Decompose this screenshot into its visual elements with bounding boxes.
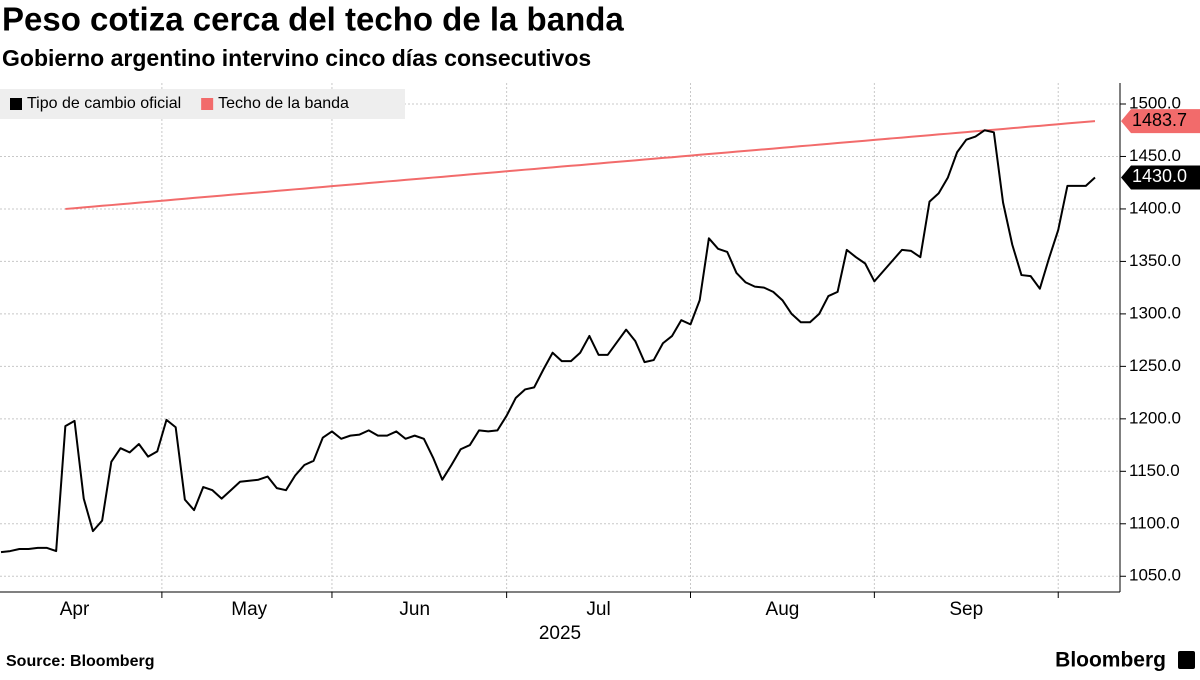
legend-label: Techo de la banda <box>218 95 349 112</box>
y-tick-label: 1450.0 <box>1129 146 1181 165</box>
x-axis-year: 2025 <box>539 623 581 644</box>
end-value-label: 1430.0 <box>1132 166 1187 186</box>
legend: Tipo de cambio oficial Techo de la banda <box>0 89 405 119</box>
y-tick-label: 1150.0 <box>1129 461 1180 480</box>
y-tick-label: 1250.0 <box>1129 356 1181 375</box>
legend-label: Tipo de cambio oficial <box>27 95 181 112</box>
chart-subtitle: Gobierno argentino intervino cinco días … <box>2 45 591 71</box>
x-tick-label: Sep <box>949 599 983 620</box>
brand-logo: Bloomberg <box>1055 649 1166 672</box>
y-tick-label: 1050.0 <box>1129 566 1181 585</box>
x-tick-label: Apr <box>60 599 90 620</box>
brand-icon <box>1178 651 1195 669</box>
y-tick-label: 1200.0 <box>1129 408 1181 427</box>
chart-title: Peso cotiza cerca del techo de la banda <box>2 1 624 38</box>
y-tick-label: 1100.0 <box>1129 513 1180 532</box>
series-line <box>0 129 1096 554</box>
legend-swatch <box>201 98 214 110</box>
y-tick-label: 1350.0 <box>1129 251 1181 270</box>
y-tick-label: 1500.0 <box>1129 93 1181 112</box>
x-tick-label: Aug <box>766 599 800 620</box>
y-tick-label: 1300.0 <box>1129 303 1181 322</box>
series-line <box>65 120 1096 210</box>
source: Source: Bloomberg <box>6 653 154 670</box>
y-tick-label: 1400.0 <box>1129 198 1181 217</box>
legend-swatch <box>10 98 22 110</box>
end-value-label: 1483.7 <box>1132 110 1187 130</box>
x-tick-label: Jul <box>586 599 610 620</box>
end-value-tag <box>1121 165 1200 190</box>
end-value-tag <box>1121 109 1200 134</box>
x-tick-label: Jun <box>399 599 430 620</box>
x-tick-label: May <box>231 599 267 620</box>
